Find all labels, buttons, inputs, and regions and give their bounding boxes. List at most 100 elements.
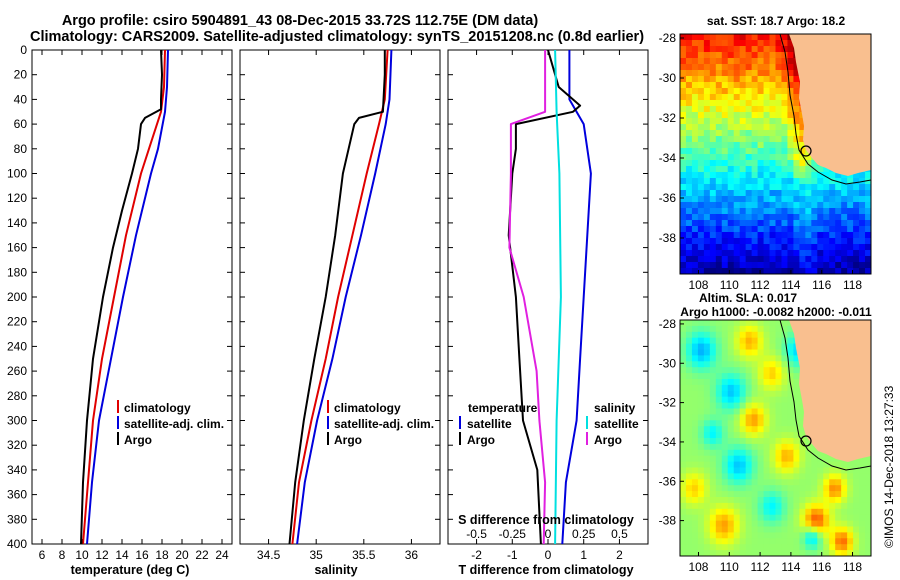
legend-label-climatology: climatology — [334, 401, 401, 415]
salinity-plot-frame — [239, 49, 441, 545]
heatmap-cell — [709, 526, 717, 533]
heatmap-cell — [817, 449, 824, 457]
heatmap-cell — [721, 449, 729, 457]
heatmap-cell — [739, 550, 747, 556]
heatmap-cell — [697, 396, 705, 404]
heatmap-cell — [691, 491, 699, 498]
heatmap-cell — [835, 184, 842, 191]
heatmap-cell — [715, 106, 723, 113]
heatmap-cell — [763, 443, 771, 451]
heatmap-cell — [727, 443, 735, 451]
heatmap-cell — [733, 250, 741, 257]
heatmap-cell — [727, 52, 735, 59]
heatmap-cell — [781, 178, 789, 185]
heatmap-cell — [721, 367, 729, 374]
heatmap-cell — [769, 331, 777, 339]
heatmap-cell — [715, 461, 723, 469]
heatmap-cell — [697, 220, 705, 227]
x-tick-label: 35 — [310, 548, 324, 562]
heatmap-cell — [680, 325, 687, 333]
heatmap-cell — [763, 514, 771, 522]
heatmap-cell — [680, 320, 687, 327]
heatmap-cell — [841, 250, 848, 257]
heatmap-cell — [751, 136, 759, 143]
heatmap-cell — [697, 325, 705, 333]
heatmap-cell — [781, 238, 789, 245]
heatmap-cell — [727, 172, 735, 179]
heatmap-cell — [835, 220, 842, 227]
heatmap-cell — [835, 250, 842, 257]
heatmap-cell — [829, 202, 836, 209]
heatmap-cell — [799, 508, 806, 516]
heatmap-cell — [685, 479, 693, 486]
heatmap-cell — [739, 361, 747, 368]
heatmap-cell — [757, 34, 765, 41]
heatmap-cell — [775, 196, 783, 203]
heatmap-cell — [733, 238, 741, 245]
heatmap-cell — [703, 184, 711, 191]
heatmap-cell — [787, 331, 795, 339]
heatmap-cell — [799, 461, 806, 469]
heatmap-cell — [793, 502, 800, 510]
heatmap-cell — [727, 58, 735, 65]
heatmap-cell — [685, 414, 693, 421]
heatmap-cell — [775, 118, 783, 125]
heatmap-cell — [763, 58, 771, 65]
heatmap-cell — [727, 208, 735, 215]
heatmap-cell — [793, 160, 800, 167]
heatmap-cell — [859, 196, 866, 203]
heatmap-cell — [847, 473, 854, 480]
heatmap-cell — [733, 88, 741, 95]
heatmap-cell — [685, 497, 693, 504]
legend-label-climatology: climatology — [124, 401, 191, 415]
heatmap-cell — [739, 166, 747, 173]
heatmap-cell — [697, 367, 705, 374]
heatmap-cell — [811, 226, 818, 233]
heatmap-cell — [733, 325, 741, 333]
heatmap-cell — [680, 355, 687, 362]
heatmap-cell — [763, 502, 771, 510]
heatmap-cell — [769, 443, 777, 451]
heatmap-cell — [793, 426, 800, 433]
sst-lon-tick-label: 118 — [843, 278, 862, 292]
heatmap-cell — [715, 467, 723, 474]
heatmap-cell — [703, 502, 711, 510]
heatmap-cell — [805, 214, 812, 221]
heatmap-cell — [769, 106, 777, 113]
heatmap-cell — [817, 226, 824, 233]
heatmap-cell — [751, 414, 759, 421]
heatmap-cell — [775, 76, 783, 83]
depth-tick-label: 300 — [7, 414, 27, 428]
heatmap-cell — [739, 408, 747, 415]
heatmap-cell — [763, 396, 771, 404]
heatmap-cell — [757, 544, 765, 551]
heatmap-cell — [703, 154, 711, 161]
heatmap-cell — [841, 467, 848, 474]
heatmap-cell — [775, 331, 783, 339]
heatmap-cell — [727, 343, 735, 351]
heatmap-cell — [745, 361, 753, 368]
heatmap-cell — [733, 367, 741, 374]
heatmap-cell — [793, 124, 800, 131]
heatmap-cell — [697, 449, 705, 457]
heatmap-cell — [787, 432, 795, 439]
heatmap-cell — [787, 106, 795, 113]
heatmap-cell — [787, 443, 795, 451]
heatmap-cell — [709, 432, 717, 439]
title-line-1: Argo profile: csiro 5904891_43 08-Dec-20… — [62, 13, 539, 29]
heatmap-cell — [769, 136, 777, 143]
heatmap-cell — [793, 238, 800, 245]
heatmap-cell — [685, 491, 693, 498]
heatmap-cell — [775, 148, 783, 155]
heatmap-cell — [751, 355, 759, 362]
heatmap-cell — [853, 461, 860, 469]
heatmap-cell — [727, 420, 735, 427]
heatmap-cell — [703, 337, 711, 345]
heatmap-cell — [835, 491, 842, 498]
heatmap-cell — [757, 52, 765, 59]
heatmap-cell — [685, 455, 693, 463]
heatmap-cell — [685, 544, 693, 551]
heatmap-cell — [721, 508, 729, 516]
heatmap-cell — [715, 76, 723, 83]
heatmap-cell — [865, 268, 871, 274]
